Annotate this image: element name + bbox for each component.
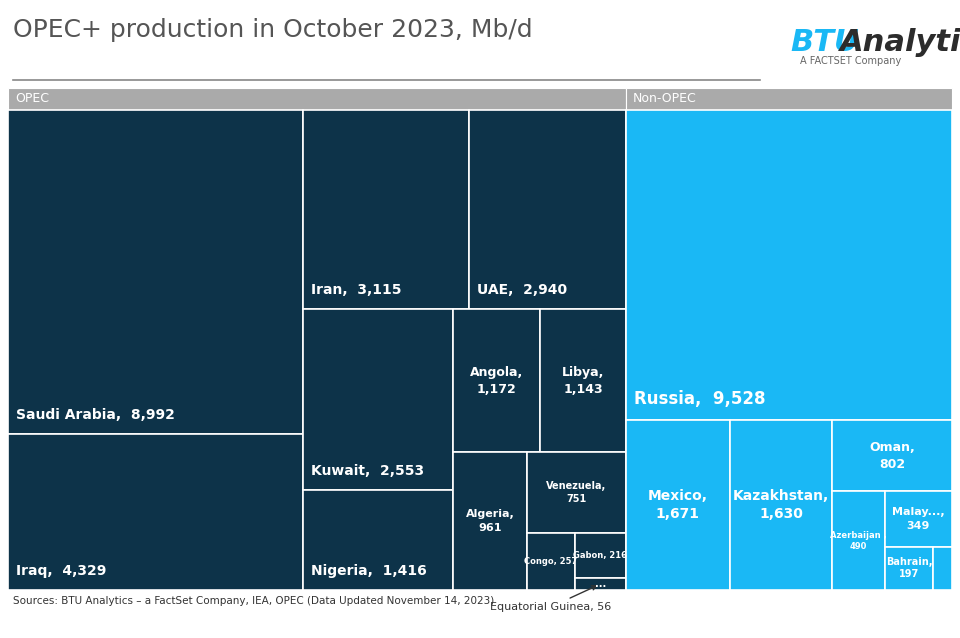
Text: Nigeria,  1,416: Nigeria, 1,416 <box>311 564 426 578</box>
Text: Bahrain,
197: Bahrain, 197 <box>886 557 932 579</box>
Text: Mexico,
1,671: Mexico, 1,671 <box>648 489 708 521</box>
Text: Libya,
1,143: Libya, 1,143 <box>562 366 604 396</box>
Text: OPEC: OPEC <box>15 93 49 105</box>
Bar <box>453 452 527 590</box>
Text: Malay...,
349: Malay..., 349 <box>892 507 945 531</box>
Text: Non-OPEC: Non-OPEC <box>633 93 696 105</box>
Bar <box>626 110 952 420</box>
Text: BTU: BTU <box>790 28 859 57</box>
Text: Gabon, 216: Gabon, 216 <box>573 551 627 560</box>
Text: Oman,
802: Oman, 802 <box>869 441 915 471</box>
Bar <box>731 420 832 590</box>
Bar <box>832 420 952 491</box>
Text: Equatorial Guinea, 56: Equatorial Guinea, 56 <box>490 586 612 612</box>
Bar <box>8 434 302 590</box>
Bar <box>302 490 453 590</box>
Bar <box>527 533 575 590</box>
Bar <box>540 309 626 452</box>
Bar <box>302 309 453 490</box>
Bar <box>885 547 933 590</box>
Text: Analytics: Analytics <box>840 28 960 57</box>
Text: Saudi Arabia,  8,992: Saudi Arabia, 8,992 <box>16 408 175 422</box>
Text: Iraq,  4,329: Iraq, 4,329 <box>16 564 107 578</box>
Bar <box>453 309 540 452</box>
Text: Russia,  9,528: Russia, 9,528 <box>634 390 765 408</box>
Bar <box>468 110 626 309</box>
Text: A FACTSET Company: A FACTSET Company <box>800 56 901 66</box>
Bar <box>8 88 626 110</box>
Bar <box>527 452 626 533</box>
Text: Sources: BTU Analytics – a FactSet Company, IEA, OPEC (Data Updated November 14,: Sources: BTU Analytics – a FactSet Compa… <box>13 596 494 606</box>
Bar <box>933 547 952 590</box>
Text: Angola,
1,172: Angola, 1,172 <box>470 366 523 396</box>
Bar <box>832 491 885 590</box>
Text: Kazakhstan,
1,630: Kazakhstan, 1,630 <box>733 489 829 521</box>
Bar <box>302 110 468 309</box>
Bar <box>885 491 952 547</box>
Bar <box>626 420 731 590</box>
Text: ...: ... <box>594 579 606 589</box>
Text: Congo, 257: Congo, 257 <box>524 557 578 566</box>
Text: Iran,  3,115: Iran, 3,115 <box>311 283 401 297</box>
Text: Kuwait,  2,553: Kuwait, 2,553 <box>311 464 424 478</box>
Bar <box>626 88 952 110</box>
Bar <box>575 578 626 590</box>
Bar <box>575 533 626 578</box>
Bar <box>8 110 302 434</box>
Text: Venezuela,
751: Venezuela, 751 <box>546 481 607 503</box>
Text: OPEC+ production in October 2023, Mb/d: OPEC+ production in October 2023, Mb/d <box>13 18 533 42</box>
Text: UAE,  2,940: UAE, 2,940 <box>477 283 567 297</box>
Text: Azerbaijan ,
490: Azerbaijan , 490 <box>830 531 887 551</box>
Text: Algeria,
961: Algeria, 961 <box>466 509 515 533</box>
